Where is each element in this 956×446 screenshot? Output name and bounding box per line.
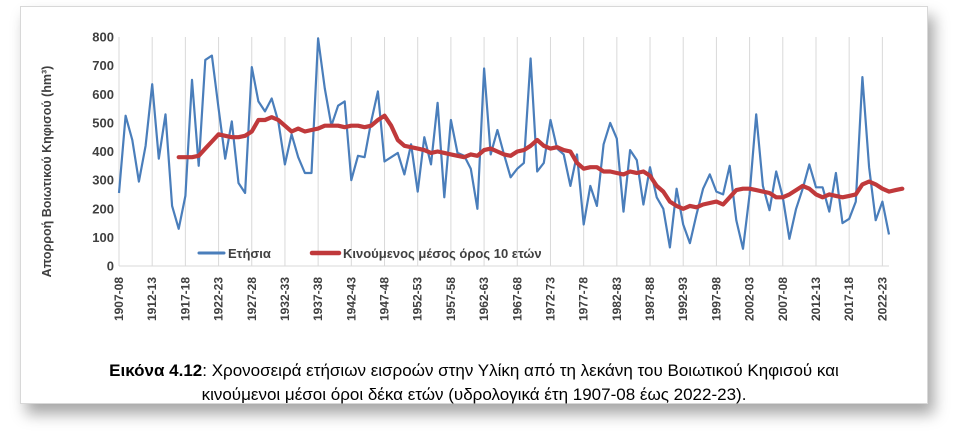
- y-axis-label: Απορροή Βοιωτικού Κηφισού (hm³): [40, 66, 54, 278]
- x-tick-label: 1922-23: [212, 277, 226, 321]
- x-tick-label: 1957-58: [444, 277, 458, 321]
- caption-line-1: Εικόνα 4.12: Χρονοσειρά ετήσιων εισροών …: [21, 359, 927, 383]
- x-tick-label: 1987-88: [643, 277, 657, 321]
- series-moving-average-line: [176, 113, 905, 211]
- x-tick-label: 2002-03: [743, 277, 757, 321]
- legend-label-annual: Ετήσια: [228, 246, 271, 261]
- x-tick-label: 1967-68: [510, 277, 524, 321]
- x-tick-label: 1997-98: [709, 277, 723, 321]
- y-axis-ticks: 0 100 200 300 400 500 600 700 800: [92, 30, 114, 274]
- runoff-chart: 0 100 200 300 400 500 600 700 800 1907-08 1912-13…: [40, 30, 905, 321]
- x-tick-label: 1947-48: [378, 277, 392, 321]
- caption-line-2: κινούμενοι μέσοι όροι δέκα ετών (υδρολογ…: [201, 385, 747, 404]
- caption-label: Εικόνα 4.12: [109, 361, 203, 380]
- x-tick-label: 1927-28: [245, 277, 259, 321]
- y-tick-label: 300: [92, 173, 114, 188]
- legend: Ετήσια Κινούμενος μέσος όρος 10 ετών: [197, 246, 542, 261]
- series-layer: [117, 37, 905, 250]
- x-tick-label: 2007-08: [776, 277, 790, 321]
- x-tick-label: 1912-13: [145, 277, 159, 321]
- x-tick-label: 1937-38: [311, 277, 325, 321]
- x-tick-label: 1932-33: [278, 277, 292, 321]
- y-tick-label: 400: [92, 144, 114, 159]
- y-tick-label: 0: [107, 259, 114, 274]
- y-tick-label: 800: [92, 30, 114, 45]
- x-tick-label: 2012-13: [809, 277, 823, 321]
- figure-frame: 0 100 200 300 400 500 600 700 800 1907-08 1912-13…: [20, 6, 928, 404]
- caption-text: : Χρονοσειρά ετήσιων εισροών στην Υλίκη …: [202, 361, 839, 380]
- x-tick-label: 1972-73: [543, 277, 557, 321]
- series-annual-line: [117, 37, 891, 250]
- x-tick-label: 2017-18: [842, 277, 856, 321]
- y-tick-label: 500: [92, 115, 114, 130]
- x-tick-label: 1917-18: [178, 277, 192, 321]
- x-tick-label: 1962-63: [477, 277, 491, 321]
- y-tick-label: 200: [92, 201, 114, 216]
- x-tick-label: 1942-43: [344, 277, 358, 321]
- x-tick-label: 1977-78: [577, 277, 591, 321]
- y-tick-label: 700: [92, 58, 114, 73]
- y-tick-label: 600: [92, 87, 114, 102]
- x-tick-label: 1907-08: [112, 277, 126, 321]
- x-tick-label: 1952-53: [411, 277, 425, 321]
- y-tick-label: 100: [92, 230, 114, 245]
- x-tick-label: 1982-83: [610, 277, 624, 321]
- x-tick-label: 2022-23: [875, 277, 889, 321]
- x-tick-label: 1992-93: [676, 277, 690, 321]
- figure-caption: Εικόνα 4.12: Χρονοσειρά ετήσιων εισροών …: [21, 359, 927, 407]
- legend-label-moving-average: Κινούμενος μέσος όρος 10 ετών: [343, 246, 542, 261]
- x-axis-ticks: 1907-08 1912-13 1917-18 1922-23 1927-28 1932-…: [112, 277, 889, 321]
